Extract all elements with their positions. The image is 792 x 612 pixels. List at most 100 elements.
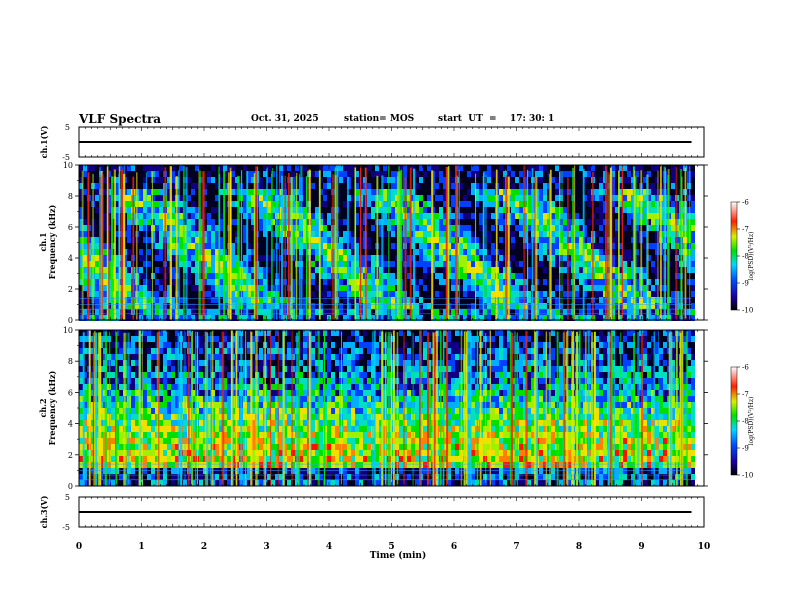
spec-streak	[610, 167, 612, 320]
spec-cell	[463, 309, 467, 315]
spec-cell	[187, 171, 191, 177]
spec-cell	[603, 183, 607, 189]
spec-cell	[83, 207, 87, 213]
spec-cell	[655, 285, 659, 291]
spec-cell	[475, 279, 479, 285]
spec-cell	[247, 195, 251, 201]
spec-cell	[83, 414, 87, 420]
spec-cell	[371, 201, 375, 207]
spec-cell	[139, 255, 143, 261]
spec-cell	[563, 261, 567, 267]
spec-cell	[367, 219, 371, 225]
spec-cell	[351, 201, 355, 207]
spec-cell	[315, 309, 319, 315]
spec-cell	[263, 273, 267, 279]
spec-cell	[475, 297, 479, 303]
spec-cell	[267, 207, 271, 213]
spec-cell	[627, 219, 631, 225]
spec-cell	[167, 195, 171, 201]
spec-cell	[291, 303, 295, 309]
spec-cell	[419, 237, 423, 243]
spec-cell	[323, 195, 327, 201]
spec-cell	[351, 255, 355, 261]
spec-cell	[391, 213, 395, 219]
spec-cell	[375, 171, 379, 177]
spec-cell	[575, 219, 579, 225]
spec-cell	[83, 450, 87, 456]
spec-cell	[655, 249, 659, 255]
spec-cell	[615, 237, 619, 243]
spec-cell	[643, 177, 647, 183]
spec-cell	[427, 291, 431, 297]
spec-cell	[599, 315, 603, 321]
spec-cell	[103, 243, 107, 249]
spec-cell	[203, 273, 207, 279]
spec-cell	[551, 279, 555, 285]
spec-cell	[479, 207, 483, 213]
spec-cell	[219, 219, 223, 225]
spec-cell	[479, 267, 483, 273]
spec-cell	[215, 291, 219, 297]
spec-cell	[135, 378, 139, 384]
spec-cell	[127, 201, 131, 207]
spec-cell	[539, 285, 543, 291]
spec-cell	[271, 231, 275, 237]
spec-cell	[111, 330, 115, 336]
spec-cell	[211, 225, 215, 231]
spec-cell	[427, 189, 431, 195]
spec-cell	[219, 231, 223, 237]
spec-cell	[315, 165, 319, 171]
spec-cell	[559, 315, 563, 321]
spec-cell	[619, 249, 623, 255]
spec-cell	[635, 225, 639, 231]
spec-cell	[159, 261, 163, 267]
spec-cell	[439, 261, 443, 267]
spec-cell	[483, 201, 487, 207]
spec-cell	[391, 315, 395, 321]
spec-cell	[327, 219, 331, 225]
spec-cell	[435, 213, 439, 219]
date-label: Oct. 31, 2025	[251, 114, 319, 124]
spec-cell	[259, 303, 263, 309]
spec-cell	[463, 219, 467, 225]
spec-cell	[451, 225, 455, 231]
spec-streak	[284, 175, 286, 320]
spec-streak	[689, 166, 691, 320]
spec-cell	[483, 231, 487, 237]
spec-cell	[147, 201, 151, 207]
spec-cell	[415, 165, 419, 171]
spec-cell	[423, 225, 427, 231]
spec-cell	[183, 207, 187, 213]
spec-cell	[551, 273, 555, 279]
spec-cell	[139, 165, 143, 171]
spec-cell	[83, 360, 87, 366]
spec-cell	[419, 303, 423, 309]
spec-cell	[207, 165, 211, 171]
spec-cell	[167, 315, 171, 321]
spec-cell	[203, 183, 207, 189]
spec-cell	[247, 303, 251, 309]
spec-cell	[619, 231, 623, 237]
spec-cell	[79, 165, 83, 171]
spec-cell	[219, 165, 223, 171]
spec-cell	[467, 261, 471, 267]
spec-cell	[95, 171, 99, 177]
spec-cell	[643, 285, 647, 291]
spec-cell	[215, 207, 219, 213]
spec-cell	[79, 225, 83, 231]
spec-cell	[151, 231, 155, 237]
spec-cell	[355, 285, 359, 291]
spec-cell	[271, 243, 275, 249]
spec-cell	[151, 297, 155, 303]
spec-cell	[127, 213, 131, 219]
spec-cell	[515, 291, 519, 297]
spec-cell	[127, 195, 131, 201]
spec-cell	[311, 195, 315, 201]
spec-cell	[563, 309, 567, 315]
spec-streak	[404, 177, 407, 320]
spec-cell	[127, 177, 131, 183]
spec-cell	[207, 315, 211, 321]
spec-cell	[383, 171, 387, 177]
spec-cell	[343, 291, 347, 297]
spec-cell	[79, 384, 83, 390]
